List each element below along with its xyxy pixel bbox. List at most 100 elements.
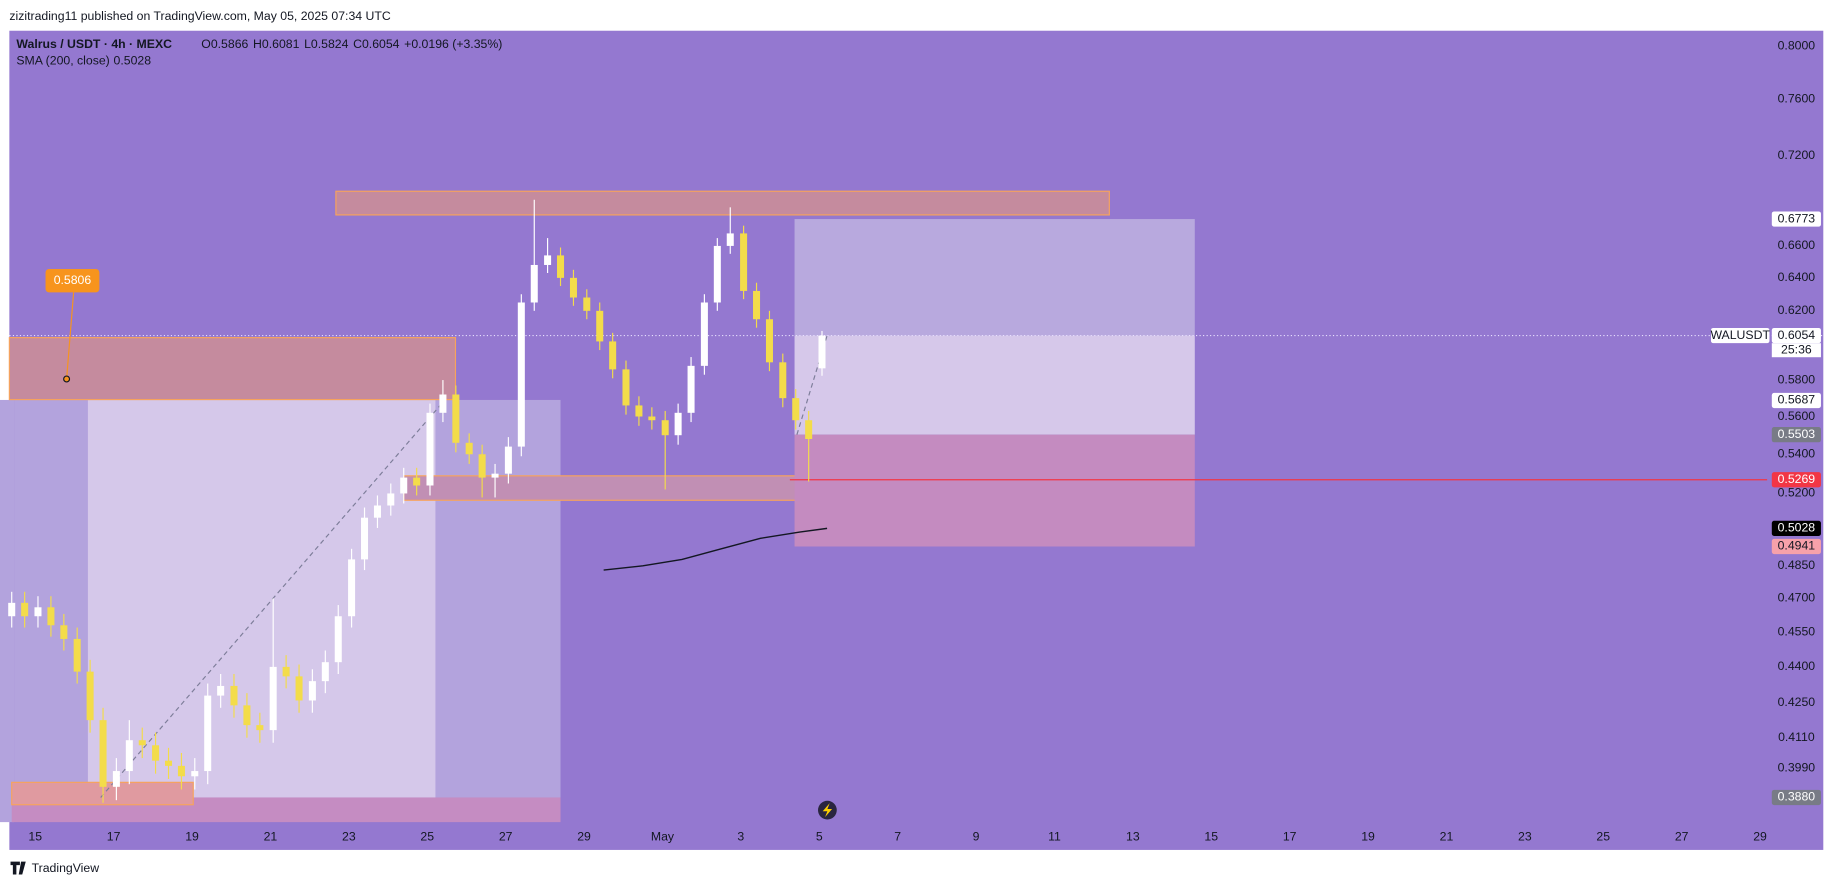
x-tick-label: 15: [28, 829, 42, 843]
x-tick-label: 23: [342, 829, 356, 843]
candle-body: [622, 369, 630, 406]
candle-body: [269, 666, 277, 731]
y-tick-label: 0.5200: [1778, 486, 1816, 500]
price-marker: [1771, 520, 1821, 536]
sma-line: [603, 527, 828, 571]
candle-body: [413, 477, 421, 486]
callout-point: [63, 375, 71, 383]
y-tick-label: 0.4110: [1778, 730, 1815, 744]
candle-body: [47, 607, 55, 626]
x-tick-label: May: [651, 829, 675, 843]
candle-body: [400, 477, 408, 494]
zone: [0, 399, 15, 823]
candle-body: [334, 616, 342, 663]
x-tick-label: 19: [1361, 829, 1375, 843]
candle-body: [687, 365, 695, 413]
price-marker-label: 0.5687: [1778, 393, 1816, 407]
candle-body: [152, 745, 160, 761]
price-marker-label: 0.5269: [1778, 472, 1816, 486]
y-tick-label: 0.4700: [1778, 591, 1816, 605]
candle-body: [544, 255, 552, 265]
candle-body: [125, 740, 133, 772]
x-tick-label: 23: [1518, 829, 1532, 843]
zone: [87, 399, 436, 798]
indicator-value: 0.5028: [114, 53, 152, 67]
x-tick-label: 27: [499, 829, 513, 843]
candle-body: [99, 720, 107, 787]
candle-body: [21, 602, 29, 617]
candle-body: [243, 705, 251, 726]
candle-body: [177, 765, 185, 777]
callout-box: [45, 268, 100, 293]
candle-body: [700, 302, 708, 366]
plot: 0.5806 0.8000 0.7600 0.7200 0.6600 0.6400 0.62…: [0, 38, 1824, 843]
candle-body: [217, 685, 225, 696]
candle-body: [439, 394, 447, 413]
candle-body: [34, 607, 42, 617]
candle-body: [569, 277, 577, 298]
legend-ohlc-item: C0.6054: [353, 37, 400, 51]
price-marker: [1771, 789, 1821, 806]
y-tick-label: 0.6600: [1778, 238, 1816, 252]
x-tick-label: 17: [107, 829, 121, 843]
price-marker: [1771, 392, 1821, 409]
x-tick-label: 5: [816, 829, 823, 843]
candle-body: [779, 362, 787, 399]
candle-body: [204, 695, 212, 772]
candle-body: [452, 394, 460, 443]
zone: [794, 335, 1195, 435]
candle-body: [321, 662, 329, 682]
candle-body: [753, 290, 761, 320]
price-marker-label: 0.6773: [1778, 211, 1816, 225]
ticker-box: [1710, 327, 1770, 344]
candle-body: [348, 559, 356, 617]
x-tick-label: 15: [1204, 829, 1218, 843]
candle-body: [256, 725, 264, 731]
legend-ohlc-item: L0.5824: [304, 37, 349, 51]
candle-body: [60, 625, 68, 639]
candle-body: [361, 517, 369, 560]
candle-body: [596, 310, 604, 342]
candle-body: [165, 760, 173, 766]
zone: [794, 219, 1195, 336]
candle-body: [73, 638, 81, 672]
legend-ohlc-item: H0.6081: [253, 37, 300, 51]
published-line: zizitrading11 published on TradingView.c…: [9, 9, 391, 23]
countdown-label: 25:36: [1781, 342, 1812, 356]
candle-body: [674, 412, 682, 436]
price-marker: [1771, 427, 1821, 443]
candle-body: [530, 264, 538, 303]
candle-body: [478, 454, 486, 478]
brand-logo: [10, 861, 26, 875]
x-tick-label: 25: [420, 829, 434, 843]
price-marker: [1771, 538, 1821, 555]
candle-body: [648, 416, 656, 421]
price-marker: [1771, 472, 1821, 488]
candle-body: [86, 671, 94, 721]
price-marker: [1771, 211, 1821, 227]
y-tick-label: 0.7200: [1778, 148, 1816, 162]
candle-body: [465, 442, 473, 455]
price-marker-label: 0.4941: [1778, 539, 1816, 553]
x-tick-label: 11: [1048, 829, 1061, 843]
y-tick-label: 0.5600: [1778, 409, 1816, 423]
callout-leader: [66, 292, 75, 380]
candle-body: [282, 666, 290, 677]
candle-body: [818, 335, 826, 369]
event-icon-bolt: [822, 803, 833, 818]
x-tick-label: 21: [1440, 829, 1454, 843]
candle-body: [713, 245, 721, 303]
candle-body: [112, 771, 120, 787]
x-tick-label: 29: [1753, 829, 1767, 843]
candle-body: [308, 681, 316, 701]
candle-body: [191, 771, 199, 777]
zone: [8, 337, 457, 401]
candle-body: [792, 398, 800, 421]
y-tick-label: 0.4400: [1778, 659, 1816, 673]
candle-body: [517, 302, 525, 447]
candle-body: [609, 341, 617, 370]
candle-body: [661, 420, 669, 436]
candle-body: [504, 446, 512, 474]
y-tick-label: 0.8000: [1778, 38, 1816, 52]
y-tick-label: 0.3990: [1778, 761, 1816, 775]
